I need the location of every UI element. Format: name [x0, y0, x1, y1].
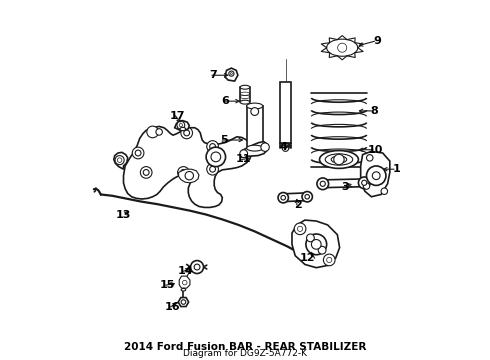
- Polygon shape: [178, 169, 199, 183]
- Circle shape: [210, 144, 216, 149]
- Ellipse shape: [240, 85, 250, 89]
- Circle shape: [177, 121, 185, 129]
- Circle shape: [185, 171, 194, 180]
- Circle shape: [179, 123, 182, 127]
- Circle shape: [362, 180, 367, 185]
- Circle shape: [191, 261, 203, 274]
- Text: 17: 17: [169, 111, 185, 121]
- Circle shape: [327, 257, 332, 262]
- Circle shape: [182, 280, 187, 285]
- Circle shape: [307, 234, 315, 242]
- Circle shape: [147, 126, 158, 138]
- Circle shape: [132, 147, 144, 159]
- Polygon shape: [178, 298, 189, 306]
- Circle shape: [358, 177, 370, 189]
- Circle shape: [338, 43, 347, 52]
- Polygon shape: [241, 142, 269, 157]
- Polygon shape: [246, 106, 263, 148]
- Polygon shape: [123, 126, 252, 207]
- Text: 8: 8: [370, 106, 378, 116]
- Circle shape: [282, 145, 289, 152]
- Polygon shape: [179, 276, 190, 288]
- Circle shape: [115, 156, 124, 165]
- Circle shape: [278, 193, 289, 203]
- Circle shape: [135, 150, 141, 156]
- Circle shape: [180, 170, 186, 175]
- Circle shape: [312, 239, 321, 249]
- Circle shape: [318, 246, 326, 254]
- Circle shape: [181, 300, 186, 304]
- Text: 13: 13: [116, 210, 131, 220]
- Circle shape: [367, 166, 386, 185]
- Circle shape: [261, 143, 270, 152]
- Circle shape: [206, 147, 225, 167]
- Polygon shape: [283, 193, 307, 202]
- Text: 15: 15: [160, 280, 175, 290]
- Circle shape: [334, 154, 344, 165]
- Text: 2014 Ford Fusion BAR - REAR STABILIZER: 2014 Ford Fusion BAR - REAR STABILIZER: [124, 342, 366, 352]
- Text: 2: 2: [294, 200, 302, 210]
- Circle shape: [140, 167, 152, 178]
- Circle shape: [302, 192, 313, 202]
- Ellipse shape: [246, 145, 263, 151]
- Text: 4: 4: [279, 141, 287, 152]
- Circle shape: [251, 108, 259, 116]
- Ellipse shape: [180, 127, 186, 131]
- Circle shape: [230, 73, 232, 75]
- Text: 1: 1: [393, 164, 400, 174]
- Circle shape: [372, 172, 380, 180]
- Ellipse shape: [331, 156, 347, 163]
- Polygon shape: [225, 68, 238, 81]
- Polygon shape: [114, 152, 128, 169]
- Ellipse shape: [325, 154, 353, 165]
- Circle shape: [194, 264, 200, 270]
- Ellipse shape: [240, 100, 250, 104]
- Circle shape: [240, 150, 247, 158]
- Text: 3: 3: [341, 182, 348, 192]
- Text: 7: 7: [210, 70, 218, 80]
- Circle shape: [117, 158, 122, 162]
- Text: 9: 9: [373, 36, 381, 46]
- Circle shape: [211, 152, 220, 162]
- Text: 11: 11: [236, 154, 251, 165]
- Circle shape: [184, 130, 190, 136]
- Circle shape: [229, 71, 234, 76]
- Ellipse shape: [181, 288, 186, 291]
- Circle shape: [177, 167, 189, 178]
- Circle shape: [207, 141, 219, 152]
- Text: 5: 5: [220, 135, 228, 145]
- Polygon shape: [361, 152, 390, 197]
- Circle shape: [156, 129, 162, 135]
- Circle shape: [323, 254, 335, 266]
- Polygon shape: [292, 220, 340, 268]
- Circle shape: [305, 194, 310, 199]
- Text: Diagram for DG9Z-5A772-K: Diagram for DG9Z-5A772-K: [183, 349, 307, 358]
- Polygon shape: [280, 82, 292, 143]
- Ellipse shape: [327, 39, 358, 56]
- Circle shape: [143, 170, 149, 175]
- Text: 16: 16: [164, 302, 180, 312]
- Circle shape: [207, 163, 219, 175]
- Text: 6: 6: [221, 96, 229, 106]
- Circle shape: [306, 234, 327, 255]
- Ellipse shape: [319, 150, 358, 168]
- Circle shape: [181, 127, 193, 139]
- Circle shape: [363, 183, 370, 189]
- Text: 12: 12: [300, 253, 315, 263]
- Circle shape: [281, 195, 286, 200]
- Text: 10: 10: [368, 145, 383, 155]
- Ellipse shape: [246, 103, 263, 109]
- Text: 14: 14: [177, 266, 193, 276]
- Circle shape: [320, 181, 325, 186]
- Circle shape: [297, 226, 303, 231]
- Circle shape: [381, 188, 388, 194]
- Circle shape: [367, 155, 373, 161]
- Circle shape: [294, 223, 306, 235]
- Circle shape: [210, 166, 216, 172]
- Circle shape: [317, 178, 329, 190]
- Polygon shape: [323, 179, 364, 188]
- Polygon shape: [175, 121, 189, 130]
